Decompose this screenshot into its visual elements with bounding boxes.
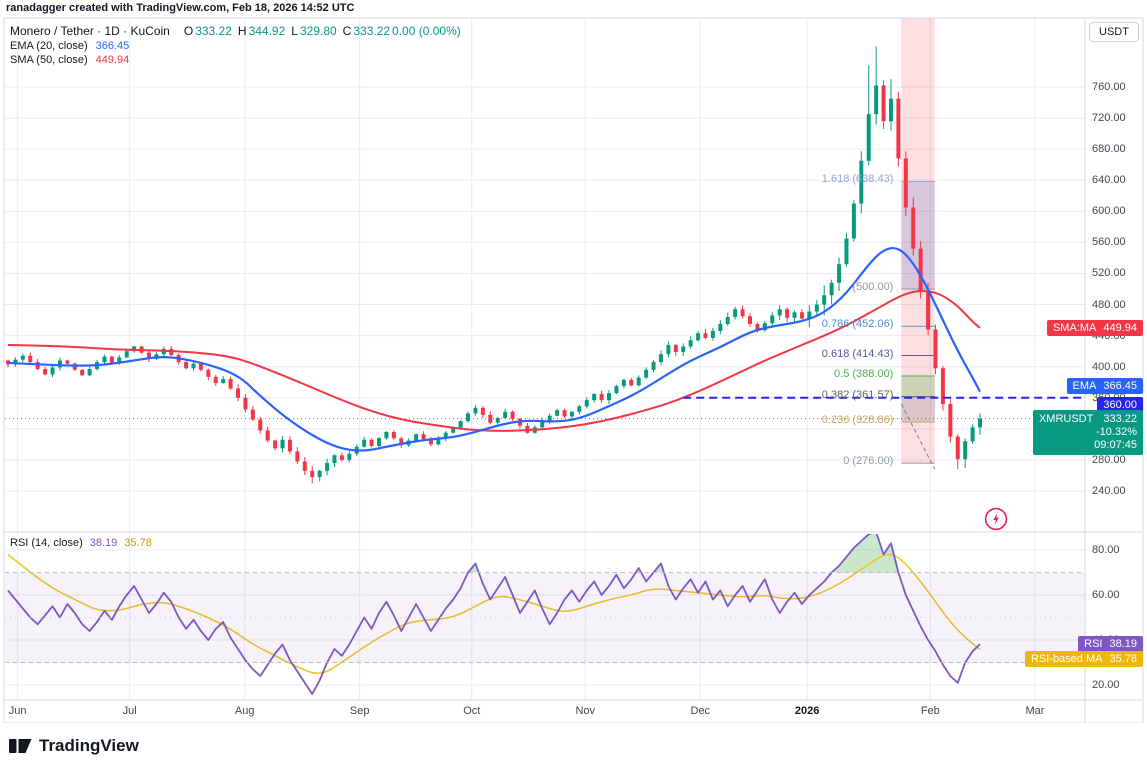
sma-tag-value: 449.94 [1103,322,1137,334]
time-axis-label: Mar [1025,705,1045,717]
rsi-ma-indicator-value: 35.78 [124,537,152,549]
ema-indicator-value: 366.45 [95,40,130,52]
tradingview-logo-icon [9,739,32,753]
low-label: L [291,24,298,38]
time-axis-label: Nov [575,705,596,717]
time-axis-label: Feb [920,705,940,717]
symbol-tag-change: -10.32% [1096,426,1137,438]
fib-level-label: 0.5 (388.00) [834,368,894,381]
ema-indicator-label[interactable]: EMA (20, close) [10,40,88,52]
ohlc-values: O 333.22 H 344.92 L 329.80 C 333.22 0.00 (0.00%) [178,24,461,38]
chart-legend: Monero / Tether · 1D · KuCoin O 333.22 H 34… [10,23,461,67]
time-axis-label: 2026 [794,705,820,717]
axis-tick-label: 80.00 [1092,544,1120,556]
low-value: 329.80 [299,24,337,38]
price-axis[interactable]: 760.00 720.00 680.00 640.00 600.00 560.00 520.… [1085,18,1143,700]
time-axis-label: Jul [122,705,137,717]
rsi-indicator-label[interactable]: RSI (14, close) [10,537,83,549]
symbol-legend-row: Monero / Tether · 1D · KuCoin O 333.22 H 34… [10,23,461,39]
open-label: O [183,24,194,38]
chart-plot-area[interactable] [5,18,1085,700]
fib-level-label: (500.00) [852,281,894,294]
rsi-ma-tag-label: RSI-based MA [1030,653,1103,665]
rsi-tag-label: RSI [1084,638,1103,650]
rsi-indicator-value: 38.19 [89,537,118,549]
change-value: 0.00 (0.00%) [392,24,461,38]
rsi-ma-tag-value: 35.78 [1109,653,1137,665]
ema-indicator-row: EMA (20, close) 366.45 [10,39,461,53]
fib-level-label: 0.236 (328.86) [821,413,894,426]
close-value: 333.22 [353,24,391,38]
high-label: H [237,24,247,38]
instant-order-button[interactable] [984,507,1008,531]
close-label: C [342,24,352,38]
ema-tag-value: 366.45 [1103,380,1137,392]
open-value: 333.22 [195,24,232,38]
sma-price-tag: SMA:MA 449.94 [1046,320,1143,336]
symbol-tag-name: XMRUSDT [1038,413,1094,425]
lightning-icon [984,507,1008,531]
level-tag-value: 360.00 [1103,399,1137,411]
axis-tick-label: 760.00 [1092,81,1126,93]
high-value: 344.92 [248,24,286,38]
axis-tick-label: 400.00 [1092,360,1126,373]
axis-tick-label: 480.00 [1092,298,1126,311]
rsi-legend: RSI (14, close) 38.19 35.78 [10,537,152,549]
symbol-tag-countdown: 09:07:45 [1094,439,1137,451]
attribution-text: ranadagger created with TradingView.com,… [6,2,355,14]
sma-indicator-value: 449.94 [95,54,130,66]
rsi-tag-value: 38.19 [1109,638,1137,650]
ema-price-tag: EMA 366.45 [1066,378,1143,394]
axis-tick-label: 600.00 [1092,205,1126,218]
axis-tick-label: 60.00 [1092,589,1120,601]
axis-tick-label: 20.00 [1092,679,1120,691]
time-axis[interactable]: Jun Jul Aug Sep Oct Nov Dec 2026 Feb Mar [4,700,1085,723]
time-axis-label: Aug [234,705,255,717]
symbol-description[interactable]: Monero / Tether · 1D · KuCoin [10,24,170,38]
rsi-ma-value-tag: RSI-based MA 35.78 [1024,651,1143,667]
ema-tag-label: EMA [1072,380,1097,392]
axis-tick-label: 640.00 [1092,174,1126,187]
symbol-tag-price: 333.22 [1103,413,1137,425]
time-axis-label: Dec [690,705,711,717]
fib-level-label: 0 (276.00) [843,455,894,468]
fib-level-label: 0.786 (452.06) [821,318,894,331]
footer-bar: TradingView [0,723,1147,774]
currency-toggle-button[interactable]: USDT [1089,22,1139,42]
time-axis-label: Oct [463,705,481,717]
rsi-value-tag: RSI 38.19 [1078,636,1143,652]
axis-tick-label: 520.00 [1092,267,1126,280]
time-axis-label: Sep [349,705,370,717]
time-axis-label: Jun [8,705,27,717]
axis-tick-label: 720.00 [1092,112,1126,125]
tradingview-logo-text: TradingView [39,736,139,755]
fib-level-label: 1.618 (638.43) [821,173,894,186]
sma-indicator-label[interactable]: SMA (50, close) [10,54,88,66]
axis-tick-label: 280.00 [1092,453,1126,466]
fib-level-label: 0.618 (414.43) [821,347,894,360]
horizontal-line-price-tag: 360.00 [1097,397,1143,413]
sma-indicator-row: SMA (50, close) 449.94 [10,53,461,67]
axis-tick-label: 560.00 [1092,236,1126,249]
sma-tag-label: SMA:MA [1052,322,1097,334]
tradingview-logo[interactable]: TradingView [9,736,139,756]
fib-level-label: 0.382 (361.57) [821,388,894,401]
axis-tick-label: 680.00 [1092,143,1126,156]
axis-tick-label: 240.00 [1092,485,1126,498]
symbol-price-tag: XMRUSDT 333.22 -10.32% 09:07:45 [1032,410,1143,455]
